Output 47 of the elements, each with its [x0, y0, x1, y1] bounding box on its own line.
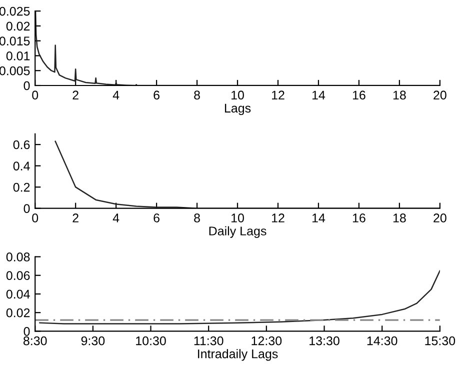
x-axis-title: Lags: [224, 104, 251, 116]
x-tick-label: 18: [393, 214, 406, 222]
x-tick-label: 12:30: [252, 336, 282, 346]
x-tick-label: 2: [72, 214, 78, 222]
x-tick-label: 2: [72, 90, 78, 100]
x-tick-label: 20: [434, 214, 446, 222]
line-series: [54, 140, 440, 208]
x-axis-title: Intradaily Lags: [198, 349, 278, 361]
x-tick-label: 10:30: [136, 336, 166, 346]
x-tick-label: 15:30: [425, 336, 456, 346]
y-tick-label: 0.08: [6, 252, 30, 262]
x-tick-label: 11:30: [194, 336, 224, 346]
x-tick-label: 12: [272, 214, 284, 222]
x-tick-label: 13:30: [310, 336, 340, 346]
x-tick-label: 14:30: [367, 336, 398, 346]
x-tick-label: 18: [393, 90, 406, 100]
x-tick-label: 6: [154, 90, 160, 100]
x-tick-label: 10: [232, 90, 244, 100]
x-tick-label: 4: [112, 90, 120, 100]
y-tick-label: 0: [24, 204, 30, 213]
x-tick-label: 8: [194, 90, 200, 100]
x-tick-label: 12: [272, 90, 284, 100]
y-tick-label: 0.04: [6, 290, 30, 299]
y-tick-label: 0.02: [6, 22, 30, 31]
y-tick-label: 0.01: [6, 52, 30, 60]
y-tick-label: 0: [24, 81, 30, 90]
x-tick-label: 14: [312, 90, 326, 100]
y-tick-label: 0: [24, 327, 30, 336]
x-tick-label: 0: [32, 90, 38, 100]
x-tick-label: 4: [112, 214, 120, 222]
y-tick-label: 0.6: [13, 140, 30, 150]
x-tick-label: 8: [194, 214, 200, 222]
x-tick-label: 9:30: [81, 336, 105, 346]
x-tick-label: 14: [312, 214, 326, 222]
x-tick-label: 20: [434, 90, 446, 100]
x-axis-title: Daily Lags: [209, 226, 266, 238]
line-series: [39, 270, 440, 324]
x-tick-label: 16: [352, 214, 366, 222]
y-tick-label: 0.2: [13, 182, 30, 192]
x-tick-label: 8:30: [23, 336, 47, 346]
x-tick-label: 0: [32, 214, 38, 222]
y-tick-label: 0.02: [6, 308, 30, 318]
y-tick-label: 0.06: [6, 271, 30, 280]
x-tick-label: 16: [352, 90, 366, 100]
x-tick-label: 10: [232, 214, 244, 222]
y-tick-label: 0.4: [13, 162, 30, 170]
x-tick-label: 6: [154, 214, 160, 222]
